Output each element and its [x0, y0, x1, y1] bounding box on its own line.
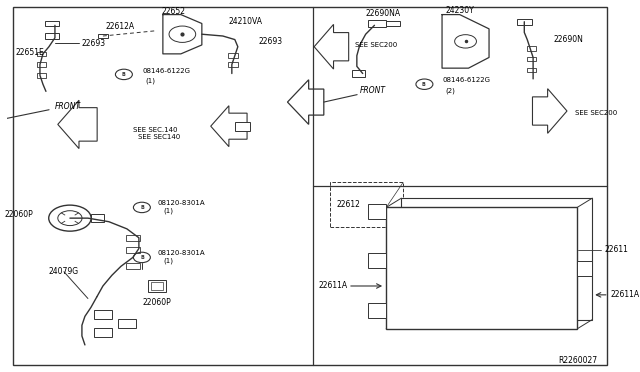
Text: 22651E: 22651E — [16, 48, 45, 57]
Bar — [36, 62, 46, 67]
Text: (1): (1) — [163, 208, 173, 214]
Bar — [151, 282, 163, 290]
Bar — [36, 52, 46, 56]
Bar — [98, 34, 108, 38]
Bar — [330, 182, 403, 227]
Bar — [387, 21, 400, 26]
Text: FRONT: FRONT — [55, 102, 81, 110]
Text: SEE SEC200: SEE SEC200 — [355, 42, 397, 48]
Text: 22611: 22611 — [604, 246, 628, 254]
Text: 08146-6122G: 08146-6122G — [142, 68, 190, 74]
Text: 24230Y: 24230Y — [445, 6, 474, 15]
Bar — [386, 208, 577, 329]
Text: 22611A: 22611A — [611, 291, 639, 299]
Text: 22612A: 22612A — [106, 22, 135, 31]
Text: 22612: 22612 — [337, 200, 360, 209]
Bar — [125, 235, 140, 241]
Text: SEE SEC.140: SEE SEC.140 — [134, 127, 178, 133]
Text: 24210VA: 24210VA — [229, 17, 263, 26]
Text: 08120-8301A: 08120-8301A — [157, 250, 205, 256]
Text: B: B — [140, 205, 144, 210]
Text: 24079G: 24079G — [49, 267, 79, 276]
Text: 22652: 22652 — [161, 7, 186, 16]
Text: (1): (1) — [163, 258, 173, 264]
Text: 22693: 22693 — [259, 37, 283, 46]
Bar — [352, 70, 365, 77]
Text: FRONT: FRONT — [360, 86, 386, 95]
Text: 22690N: 22690N — [554, 35, 584, 44]
Bar — [148, 280, 166, 292]
Bar — [125, 263, 140, 269]
Bar — [228, 54, 238, 58]
Text: B: B — [140, 255, 144, 260]
Bar — [45, 33, 60, 39]
Text: 08120-8301A: 08120-8301A — [157, 200, 205, 206]
Bar — [401, 198, 592, 320]
Bar — [36, 73, 46, 77]
Bar — [94, 328, 112, 337]
Text: (1): (1) — [145, 78, 155, 84]
Bar — [125, 247, 140, 253]
Text: SEE SEC140: SEE SEC140 — [138, 134, 180, 140]
Bar — [369, 20, 387, 27]
Text: 08146-6122G: 08146-6122G — [443, 77, 491, 83]
Text: B: B — [122, 72, 125, 77]
Bar — [94, 310, 112, 319]
Bar — [527, 68, 536, 72]
Bar — [577, 261, 592, 276]
Text: R2260027: R2260027 — [558, 356, 598, 365]
Text: 22690NA: 22690NA — [366, 9, 401, 17]
Bar — [45, 20, 60, 26]
Text: B: B — [422, 82, 426, 87]
Bar — [368, 253, 386, 268]
Text: 22060P: 22060P — [143, 298, 172, 307]
Text: 22611A: 22611A — [319, 282, 348, 291]
Bar — [517, 19, 532, 25]
Bar — [118, 319, 136, 328]
Text: 22060P: 22060P — [5, 210, 33, 219]
Bar — [527, 46, 536, 51]
Bar — [228, 62, 238, 67]
Text: SEE SEC200: SEE SEC200 — [575, 110, 617, 116]
Bar — [235, 122, 250, 131]
Text: (2): (2) — [445, 88, 456, 94]
Bar — [368, 204, 386, 219]
Bar — [527, 57, 536, 61]
Bar — [91, 214, 104, 222]
Bar — [368, 303, 386, 318]
Text: 22693: 22693 — [82, 39, 106, 48]
